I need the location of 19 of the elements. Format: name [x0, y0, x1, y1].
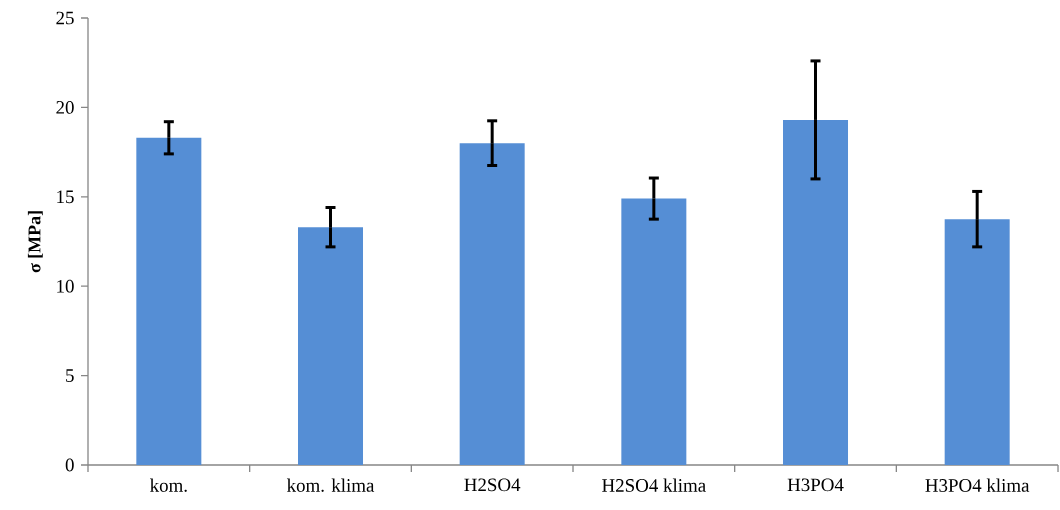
x-tick-label: H2SO4 klima: [602, 478, 706, 492]
y-tick-label: 10: [57, 279, 74, 293]
x-tick-label: kom. klima: [286, 478, 375, 492]
y-tick-label: 5: [66, 369, 74, 382]
bar: [944, 219, 1010, 465]
y-tick-label: 15: [57, 190, 74, 204]
y-tick-label: 25: [56, 11, 74, 25]
bar: [459, 143, 525, 465]
bar: [783, 119, 849, 465]
x-tick-label: H2SO4: [464, 478, 521, 492]
bar: [621, 198, 687, 465]
bar: [298, 227, 363, 465]
x-tick-label: H3PO4: [787, 478, 844, 492]
y-tick-label: 20: [56, 101, 74, 114]
y-tick-label: 0: [65, 458, 74, 472]
x-tick-label: kom.: [150, 478, 187, 492]
bar: [136, 137, 202, 465]
y-axis-title: σ [MPa]: [27, 211, 43, 273]
x-tick-label: H3PO4 klima: [925, 478, 1030, 492]
